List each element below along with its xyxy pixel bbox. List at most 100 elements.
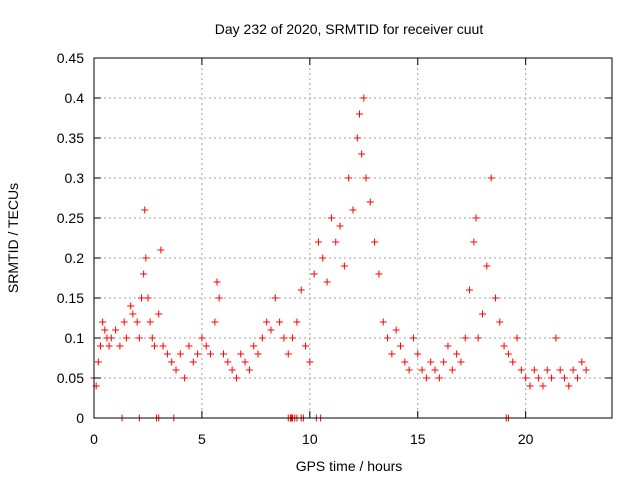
- data-point: [472, 214, 480, 222]
- y-tick-label: 0.35: [57, 130, 84, 146]
- data-point: [250, 342, 258, 350]
- data-point: [150, 342, 158, 350]
- data-point: [267, 326, 275, 334]
- data-point: [168, 358, 176, 366]
- data-point: [207, 350, 215, 358]
- data-point: [148, 334, 156, 342]
- data-point: [314, 238, 322, 246]
- data-point: [504, 350, 512, 358]
- data-point: [487, 174, 495, 182]
- x-tick-label: 5: [198, 431, 206, 447]
- data-point: [144, 294, 152, 302]
- data-point: [194, 350, 202, 358]
- data-point: [293, 318, 301, 326]
- data-point: [96, 342, 104, 350]
- data-point: [466, 286, 474, 294]
- data-point: [176, 350, 184, 358]
- y-tick-label: 0.45: [57, 50, 84, 66]
- data-point: [500, 342, 508, 350]
- data-point: [552, 334, 560, 342]
- x-tick-label: 0: [90, 431, 98, 447]
- data-point: [105, 342, 113, 350]
- y-tick-label: 0.2: [65, 250, 85, 266]
- data-point: [137, 294, 145, 302]
- data-point: [526, 382, 534, 390]
- data-point: [202, 342, 210, 350]
- data-point: [99, 318, 107, 326]
- data-point: [409, 334, 417, 342]
- data-point: [94, 358, 102, 366]
- data-point: [340, 262, 348, 270]
- data-point: [323, 278, 331, 286]
- y-tick-label: 0.3: [65, 170, 85, 186]
- data-point: [302, 342, 310, 350]
- data-point: [565, 382, 573, 390]
- data-point: [213, 278, 221, 286]
- data-point: [362, 174, 370, 182]
- data-point: [163, 350, 171, 358]
- data-point: [375, 270, 383, 278]
- chart-title: Day 232 of 2020, SRMTID for receiver cuu…: [215, 21, 484, 37]
- data-point: [284, 350, 292, 358]
- y-tick-label: 0.05: [57, 370, 84, 386]
- data-point: [140, 270, 148, 278]
- data-point: [578, 358, 586, 366]
- data-point: [470, 238, 478, 246]
- data-point: [232, 374, 240, 382]
- data-point: [513, 334, 521, 342]
- data-point: [280, 334, 288, 342]
- data-point: [276, 318, 284, 326]
- data-point: [444, 342, 452, 350]
- data-point: [561, 374, 569, 382]
- data-point: [345, 174, 353, 182]
- data-point: [112, 326, 120, 334]
- data-point: [181, 374, 189, 382]
- x-axis-label: GPS time / hours: [296, 458, 403, 474]
- data-point: [133, 318, 141, 326]
- x-tick-label: 15: [410, 431, 426, 447]
- data-point: [336, 222, 344, 230]
- data-point: [427, 358, 435, 366]
- data-point: [135, 334, 143, 342]
- data-point: [215, 294, 223, 302]
- data-point: [491, 294, 499, 302]
- data-point: [349, 206, 357, 214]
- y-tick-label: 0: [76, 410, 84, 426]
- data-point: [392, 326, 400, 334]
- data-point: [327, 214, 335, 222]
- data-point: [332, 238, 340, 246]
- data-point: [237, 350, 245, 358]
- data-point: [483, 262, 491, 270]
- data-point: [414, 350, 422, 358]
- data-point: [172, 366, 180, 374]
- data-point: [371, 238, 379, 246]
- data-point: [530, 366, 538, 374]
- data-point: [120, 318, 128, 326]
- data-point: [198, 334, 206, 342]
- data-point: [457, 358, 465, 366]
- data-point: [254, 350, 262, 358]
- data-point: [453, 350, 461, 358]
- data-point: [129, 310, 137, 318]
- data-point: [401, 358, 409, 366]
- x-tick-label: 20: [518, 431, 534, 447]
- axis-ticks: 0 0.05 0.1 0.15 0.2 0.25 0.3 0.35 0.4 0.45 0 5 10 15 2…: [57, 50, 612, 447]
- data-point: [101, 326, 109, 334]
- grid: [94, 58, 612, 418]
- data-point: [479, 310, 486, 318]
- data-point: [539, 382, 547, 390]
- data-point: [543, 366, 551, 374]
- data-point: [189, 358, 197, 366]
- data-point: [319, 254, 327, 262]
- plot-frame: [93, 57, 613, 419]
- data-point: [107, 334, 115, 342]
- data-point: [431, 366, 439, 374]
- data-point: [556, 366, 564, 374]
- data-point: [522, 374, 530, 382]
- data-point: [396, 342, 404, 350]
- y-tick-label: 0.1: [65, 330, 85, 346]
- data-point: [360, 94, 368, 102]
- data-point: [271, 294, 279, 302]
- data-point: [474, 334, 482, 342]
